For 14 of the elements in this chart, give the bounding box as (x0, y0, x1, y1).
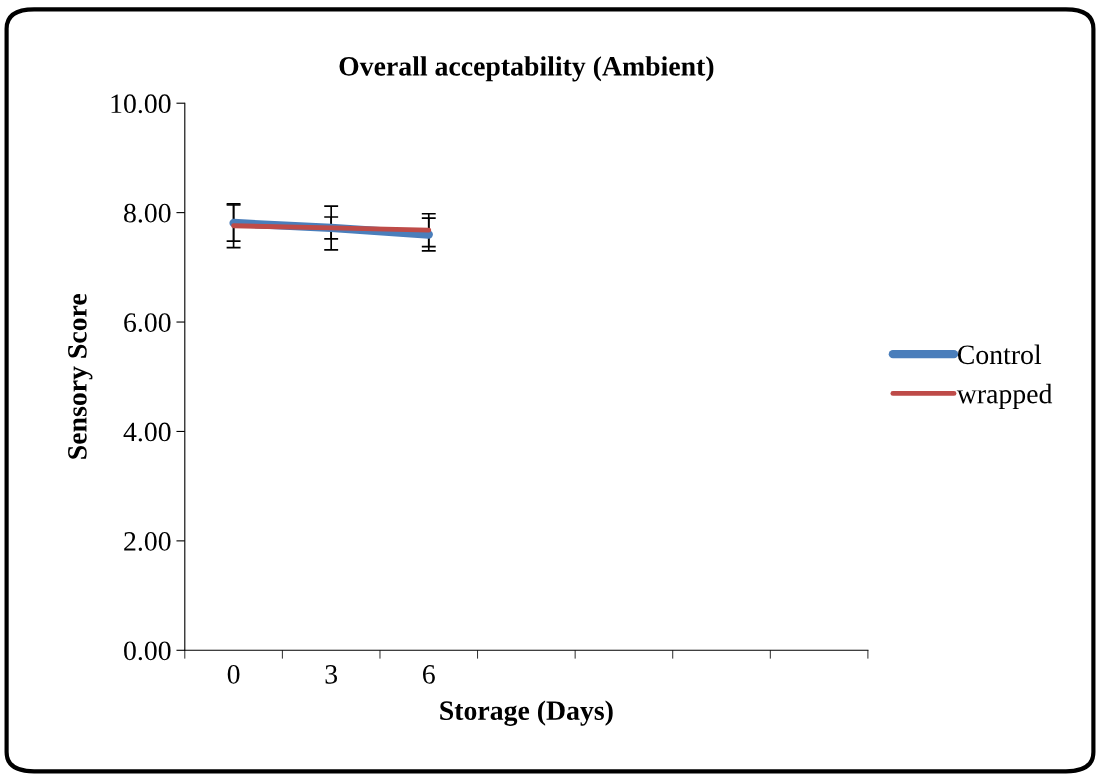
legend-label: wrapped (956, 383, 1053, 410)
x-axis-title: Storage (Days) (440, 700, 613, 726)
y-tick-label: 10.00 (111, 94, 171, 114)
legend-label: Control (957, 344, 1042, 365)
y-tick-label: 8.00 (124, 203, 171, 223)
y-axis-title: Sensory Score (68, 294, 93, 459)
y-tick-label: 0.00 (124, 641, 171, 661)
x-tick-label: 3 (325, 665, 338, 684)
y-tick-label: 4.00 (123, 422, 171, 442)
y-tick-label: 6.00 (124, 313, 171, 333)
x-tick-label: 0 (227, 664, 240, 684)
y-tick-label: 2.00 (124, 532, 171, 551)
x-tick-label: 6 (423, 665, 435, 684)
chart-title: Overall acceptability (Ambient) (339, 56, 714, 82)
